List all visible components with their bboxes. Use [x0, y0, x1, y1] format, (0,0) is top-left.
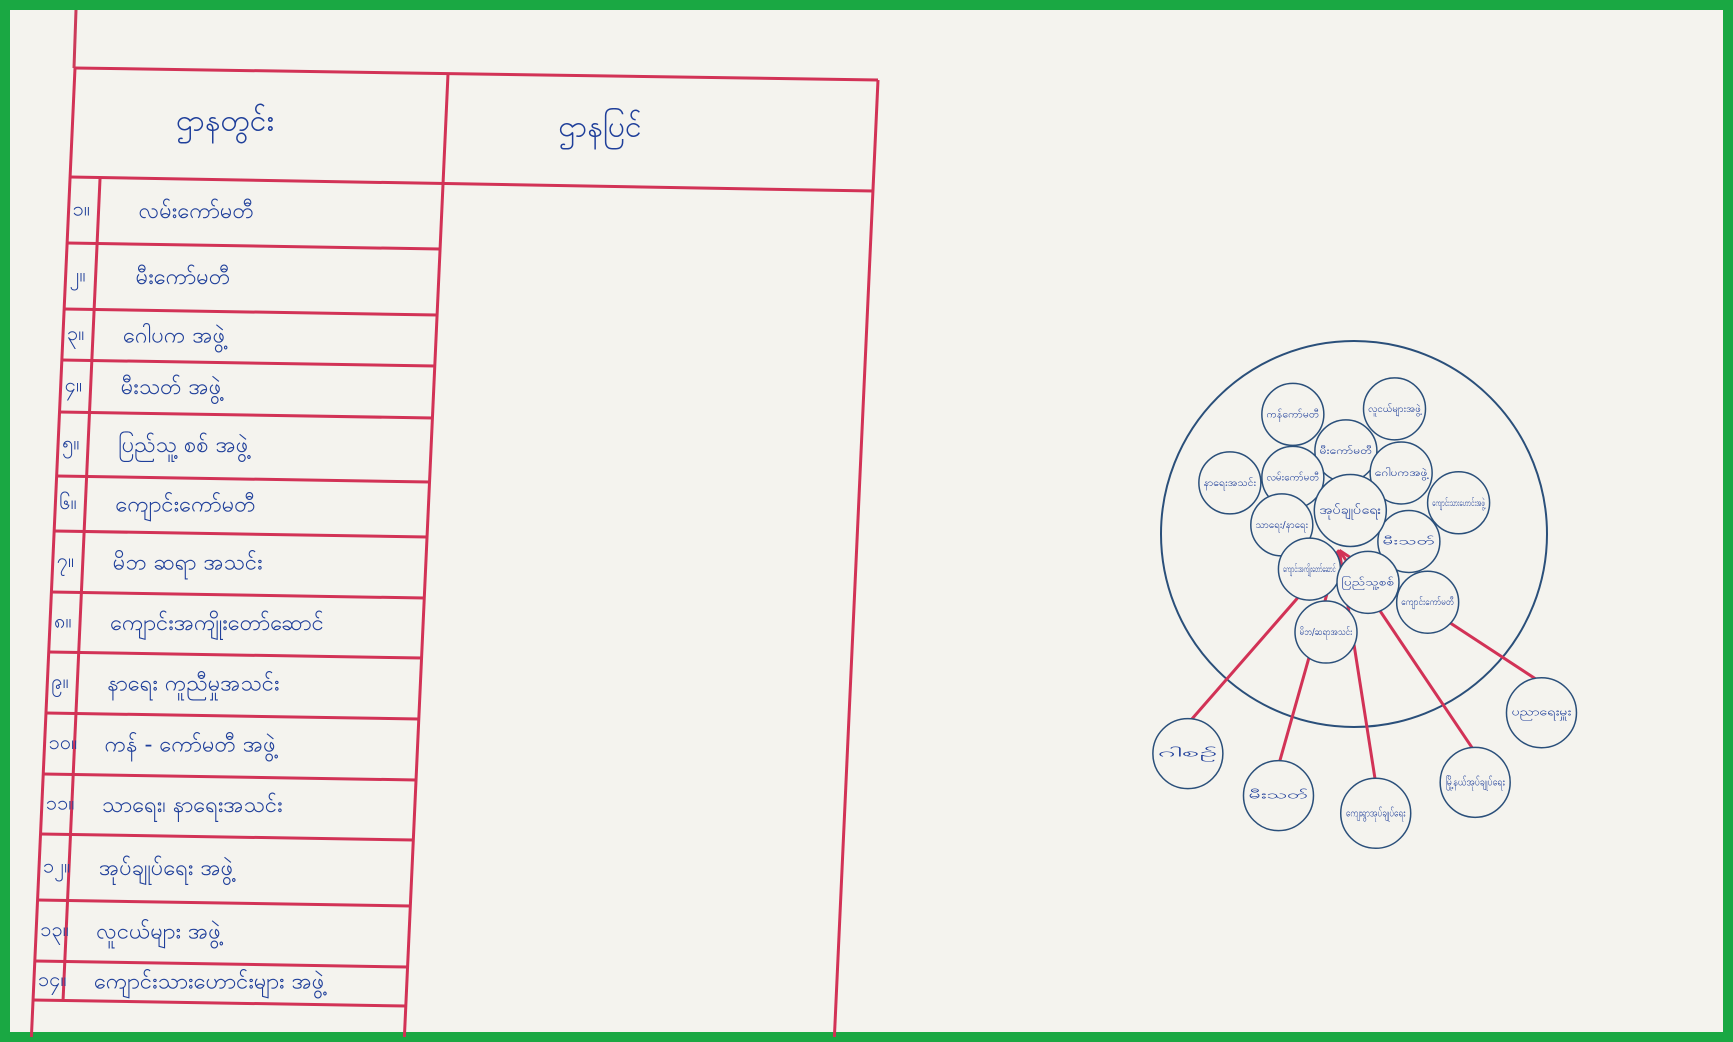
row-label: ဂေါပက အဖွဲ့ — [123, 323, 228, 354]
inner-node-circle — [1198, 451, 1262, 515]
inner-node-circle — [1294, 600, 1358, 664]
row-label: အုပ်ချုပ်ရေး အဖွဲ့ — [99, 855, 236, 886]
center-node: အုပ်ချုပ်ရေး — [1320, 502, 1381, 520]
outer-ring — [1160, 340, 1548, 728]
header-cell: ဌာနတွင်း — [176, 104, 274, 145]
row-number: ၁၄။ — [38, 967, 67, 995]
outer-node: ဂါစဉ် — [1158, 747, 1218, 762]
outer-node: ပညာရေးမှူး — [1512, 706, 1572, 721]
outer-node-circle — [1439, 746, 1511, 819]
row-line — [34, 959, 408, 969]
row-number: ၁၀။ — [49, 730, 78, 754]
row-number: ၃။ — [67, 321, 84, 349]
inner-node: ကျောင်းကော်မတီ — [1401, 595, 1454, 610]
inner-node: လမ်းကော်မတီ — [1267, 470, 1320, 483]
row-number: ၆။ — [59, 490, 76, 514]
row-line — [51, 590, 425, 600]
outer-node-circle — [1505, 676, 1578, 749]
outer-node-circle — [1152, 717, 1224, 790]
row-label: ကျောင်းသားဟောင်းများ အဖွဲ့ — [94, 969, 328, 1000]
row-label: နာရေး ကူညီမှုအသင်း — [107, 671, 279, 701]
row-line — [45, 711, 419, 721]
row-label: လူငယ်များ အဖွဲ့ — [96, 919, 224, 950]
table-line — [832, 79, 880, 1038]
row-line — [56, 474, 430, 484]
row-number: ၂။ — [70, 263, 86, 291]
row-line — [37, 898, 411, 908]
outer-node-circle — [1339, 777, 1412, 850]
table-line — [70, 175, 874, 193]
table-line — [61, 176, 102, 1001]
header-cell: ဌာနပြင် — [558, 108, 641, 151]
inner-node: မိဘ/ဆရာအသင်း — [1300, 625, 1353, 640]
inner-node: နာရေးအသင်း — [1204, 476, 1257, 491]
inner-node: ဂေါပကအဖွဲ့ — [1375, 466, 1430, 481]
row-label: ကျောင်းကော်မတီ — [115, 492, 255, 522]
inner-node: ပြည်သူ့စစ် — [1342, 574, 1395, 590]
row-line — [61, 358, 435, 368]
inner-node: မီးကော်မတီ — [1320, 444, 1373, 457]
table-line — [74, 66, 879, 82]
row-number: ၉။ — [51, 669, 68, 697]
inner-node: လူငယ်များအဖွဲ့ — [1368, 402, 1423, 417]
row-line — [67, 241, 441, 251]
inner-node-circle — [1369, 441, 1433, 505]
row-line — [48, 650, 422, 660]
row-number: ၄။ — [65, 373, 82, 401]
row-label: လမ်းကော်မတီ — [139, 198, 254, 224]
row-number: ၅။ — [62, 431, 79, 459]
row-line — [40, 832, 414, 842]
row-label: ကျောင်းအကျိုးတော်ဆောင် — [110, 610, 324, 641]
outer-node-circle — [1242, 759, 1315, 832]
row-line — [43, 772, 417, 782]
outer-node: မီးသတ် — [1249, 789, 1309, 802]
table-line — [29, 67, 77, 1038]
row-label: မီးသတ် အဖွဲ့ — [121, 374, 225, 405]
inner-node-circle — [1426, 471, 1491, 535]
row-label: သာရေး၊ နာရေးအသင်း — [102, 792, 283, 822]
row-label: ပြည်သူ့ စစ် အဖွဲ့ — [118, 431, 251, 463]
table: ဌာနတွင်း ဌာနပြင်၁။ လမ်းကော်မတီ၂။ မီးကော်မတီ… — [29, 66, 880, 1038]
inner-node: ကျောင်းသားဟောင်းအဖွဲ့ — [1432, 496, 1486, 511]
inner-node: ကန်ကော်မတီ — [1267, 407, 1320, 422]
row-number: ၇။ — [57, 548, 74, 576]
table-line — [402, 73, 450, 1038]
row-number: ၈။ — [54, 609, 71, 633]
diagram: ကန်ကော်မတီ လူငယ်များအဖွဲ့မီးကော်မတီလမ်းကေ… — [1152, 377, 1578, 850]
row-label: မိဘ ဆရာ အသင်း — [113, 550, 263, 580]
outer-node: ကျေးရွာအုပ်ချုပ်ရေး — [1346, 806, 1406, 821]
row-label: မီးကော်မတီ — [136, 264, 231, 290]
outer-node: မြို့နယ်အုပ်ချုပ်ရေး — [1445, 774, 1505, 790]
inner-node-circle — [1261, 382, 1325, 447]
row-number: ၁၁။ — [46, 791, 75, 815]
inner-node: သာရေး/နာရေး — [1255, 520, 1308, 533]
row-number: ၁၃။ — [40, 917, 69, 945]
row-line — [33, 998, 407, 1008]
row-line — [59, 410, 433, 420]
row-number: ၁၂။ — [43, 854, 70, 882]
inner-node: မီးသတ် — [1383, 534, 1436, 547]
row-line — [54, 529, 428, 539]
row-line — [64, 307, 438, 317]
row-number: ၁။ — [73, 197, 90, 221]
inner-node-circle — [1395, 570, 1460, 634]
center-node-circle — [1313, 473, 1388, 548]
inner-node-circle — [1362, 377, 1427, 441]
inner-node-circle — [1336, 550, 1400, 615]
inner-node: ကျောင်းအကျိုးတော်ဆောင် — [1283, 562, 1336, 577]
margin-line — [72, 9, 78, 69]
inner-node-circle — [1377, 509, 1441, 574]
row-label: ကန် - ကော်မတီ အဖွဲ့ — [105, 732, 279, 763]
